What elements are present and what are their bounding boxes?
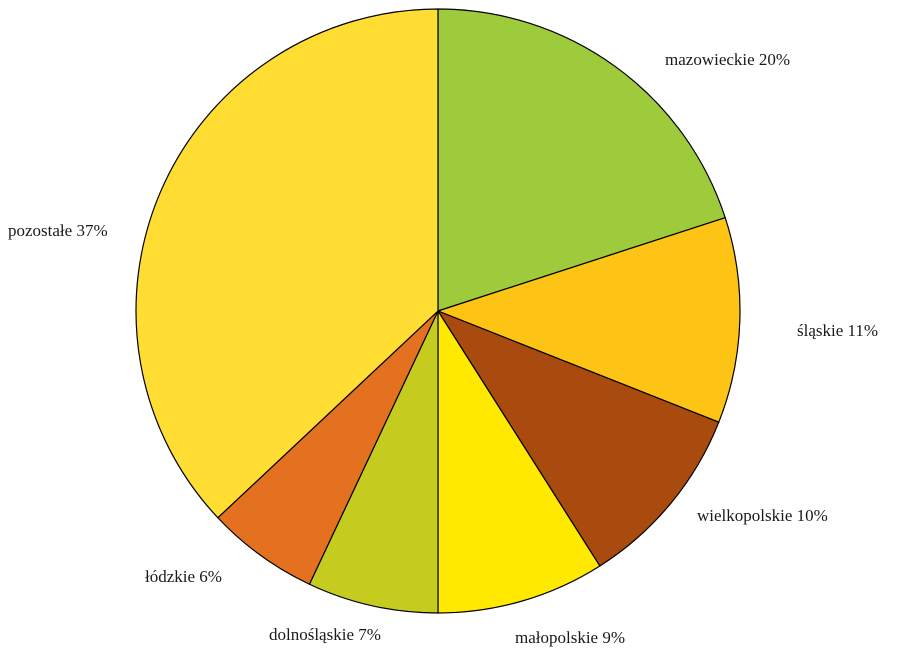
pie-labels: mazowieckie 20% śląskie 11% wielkopolskie … <box>8 50 878 647</box>
pie-slice-małopolskie <box>437 310 601 614</box>
slice-label-wielkopolskie: wielkopolskie 10% <box>697 506 828 525</box>
pie-slice-mazowieckie <box>437 8 726 312</box>
slice-label-łódzkie: łódzkie 6% <box>145 567 222 586</box>
pie-slice-śląskie <box>437 217 741 423</box>
slice-label-dolnośląskie: dolnośląskie 7% <box>269 625 381 644</box>
slice-label-śląskie: śląskie 11% <box>797 321 878 340</box>
pie-slice-wielkopolskie <box>437 310 720 567</box>
slice-label-pozostałe: pozostałe 37% <box>8 221 108 240</box>
slice-label-małopolskie: małopolskie 9% <box>515 628 625 647</box>
pie-slice-pozostałe <box>135 8 439 519</box>
pie-slices <box>135 8 741 614</box>
slice-label-mazowieckie: mazowieckie 20% <box>665 50 790 69</box>
pie-slice-dolnośląskie <box>308 310 439 614</box>
